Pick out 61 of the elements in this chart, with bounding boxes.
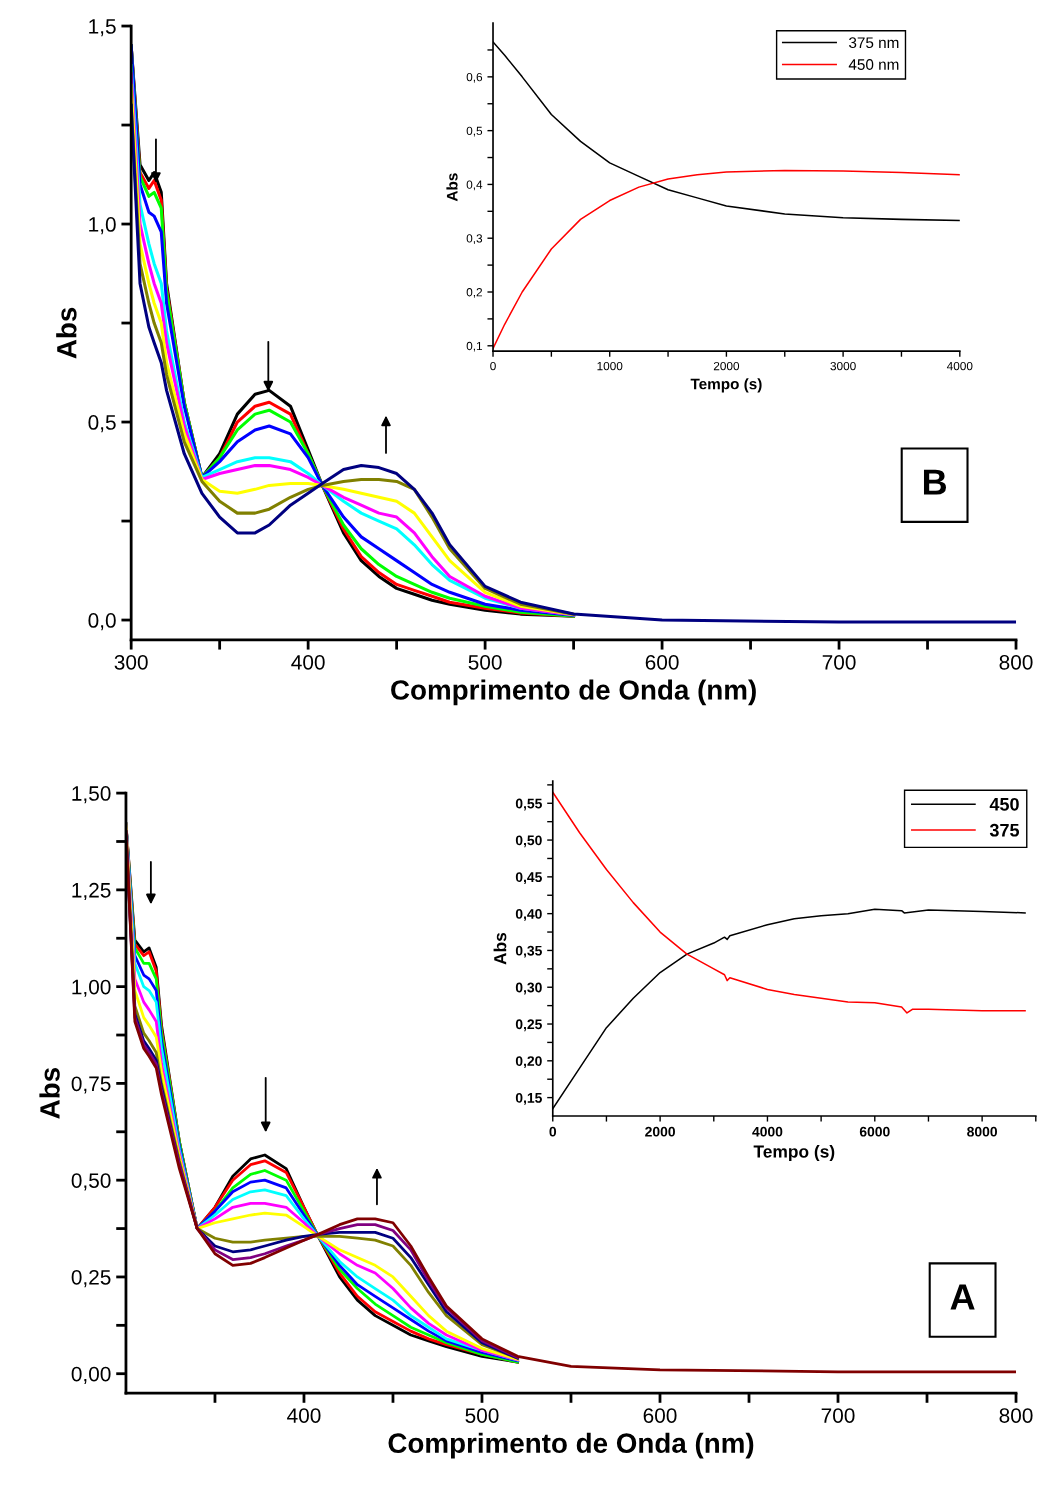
annotation: A (950, 1284, 975, 1310)
y-tick-label: 0,40 (515, 908, 542, 921)
y-tick-label: 0,6 (466, 72, 483, 83)
x-tick-label: 4000 (752, 1126, 783, 1137)
x-tick-label: 800 (999, 654, 1033, 670)
y-tick-label: 0,4 (466, 180, 483, 191)
y-tick-label: 0,30 (515, 982, 542, 995)
y-axis-title: Abs (446, 173, 458, 202)
legend-label: 450 nm (848, 59, 899, 70)
x-tick-label: 300 (114, 654, 148, 670)
x-tick-label: 0 (549, 1126, 557, 1137)
y-tick-label: 0,25 (515, 1019, 542, 1032)
x-axis-title: Comprimento de Onda (nm) (391, 679, 756, 706)
y-tick-label: 0,00 (71, 1366, 111, 1384)
y-tick-label: 1,50 (72, 786, 111, 804)
y-tick-label: 0,2 (466, 288, 483, 298)
y-tick-label: 0,5 (88, 415, 116, 433)
y-tick-label: 1,00 (72, 979, 111, 997)
x-axis-title: Tempo (s) (690, 378, 762, 393)
y-tick-label: 0,50 (515, 835, 542, 848)
y-axis-title: Abs (39, 1067, 60, 1119)
x-tick-label: 2000 (645, 1126, 675, 1137)
y-tick-label: 0,3 (466, 234, 483, 244)
x-tick-label: 400 (287, 1408, 321, 1423)
y-tick-label: 0,50 (71, 1173, 111, 1191)
y-tick-label: 0,75 (71, 1076, 111, 1094)
y-tick-label: 1,25 (72, 882, 111, 901)
x-tick-label: 500 (468, 654, 502, 670)
x-tick-label: 8000 (967, 1126, 998, 1137)
y-tick-label: 0,45 (515, 872, 542, 885)
legend-label: 375 (989, 823, 1020, 837)
y-tick-label: 0,55 (515, 798, 542, 811)
x-tick-label: 400 (291, 654, 325, 670)
y-tick-label: 0,20 (515, 1056, 542, 1068)
y-tick-label: 0,15 (515, 1092, 542, 1105)
x-tick-label: 500 (465, 1408, 499, 1423)
y-tick-label: 0,1 (466, 341, 483, 352)
y-tick-label: 0,35 (515, 945, 542, 958)
x-axis-title: Comprimento de Onda (nm) (388, 1432, 754, 1459)
y-axis-title: Abs (56, 307, 77, 359)
x-tick-label: 600 (643, 1408, 677, 1423)
annotation: B (923, 469, 947, 495)
x-tick-label: 4000 (946, 361, 973, 371)
x-tick-label: 700 (822, 654, 856, 670)
y-tick-label: 0,0 (88, 613, 116, 631)
x-axis-title: Tempo (s) (753, 1144, 835, 1162)
legend-label: 450 (989, 797, 1019, 811)
legend-label: 375 nm (849, 37, 899, 49)
y-tick-label: 1,0 (89, 217, 116, 235)
y-tick-label: 1,5 (89, 19, 116, 37)
x-tick-label: 3000 (830, 361, 856, 371)
x-tick-label: 6000 (859, 1126, 890, 1137)
x-tick-label: 700 (821, 1408, 855, 1423)
y-tick-label: 0,25 (71, 1269, 111, 1288)
x-tick-label: 2000 (713, 361, 740, 371)
x-tick-label: 800 (999, 1408, 1033, 1423)
y-tick-label: 0,5 (466, 126, 483, 137)
x-tick-label: 1000 (597, 361, 623, 371)
y-axis-title: Abs (493, 932, 507, 965)
x-tick-label: 600 (645, 654, 679, 670)
x-tick-label: 0 (490, 361, 496, 371)
